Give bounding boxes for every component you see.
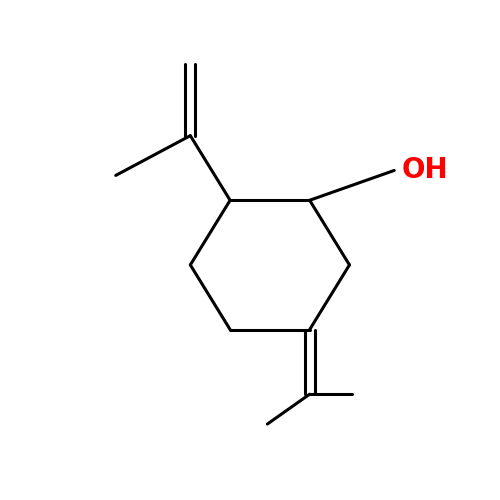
Text: OH: OH [402,156,448,184]
